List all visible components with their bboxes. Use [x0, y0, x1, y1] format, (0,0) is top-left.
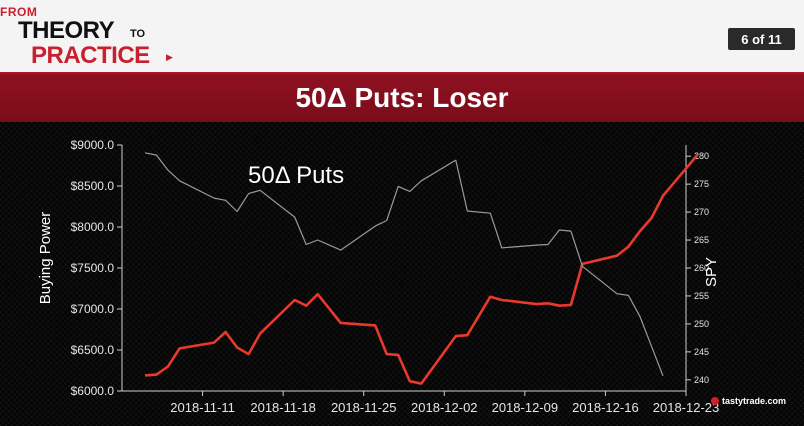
logo: FROM THEORY TO PRACTICE ▶ [0, 2, 200, 70]
brand-badge: tastytrade.com [711, 396, 786, 406]
y-axis-label: Buying Power [37, 212, 54, 305]
y2-tick-label: 245 [694, 347, 709, 357]
logo-practice: PRACTICE [31, 42, 150, 69]
slide-title: 50Δ Puts: Loser [295, 82, 509, 113]
y-tick-label: $6500.0 [71, 343, 115, 357]
y-tick-label: $9000.0 [71, 138, 115, 152]
y-tick-label: $7000.0 [71, 302, 115, 316]
chart-annotation: 50Δ Puts [248, 162, 344, 189]
brand-text: tastytrade.com [722, 396, 787, 406]
y-tick-label: $6000.0 [71, 384, 115, 398]
buying-power-line [144, 153, 699, 385]
x-tick-label: 2018-12-02 [411, 400, 478, 415]
chart-background [0, 122, 804, 426]
y2-tick-label: 240 [694, 375, 709, 385]
y2-tick-label: 270 [694, 207, 709, 217]
x-tick-label: 2018-12-16 [572, 400, 639, 415]
x-tick-label: 2018-12-09 [492, 400, 559, 415]
y-tick-label: $8000.0 [71, 220, 115, 234]
x-tick-label: 2018-11-18 [250, 400, 316, 415]
y2-tick-label: 260 [694, 263, 709, 273]
brand-dot-icon [711, 397, 719, 405]
logo-to: TO [130, 28, 146, 40]
spy-line [144, 152, 664, 377]
y2-tick-label: 280 [694, 151, 709, 161]
series-group [144, 152, 699, 385]
page-indicator: 6 of 11 [728, 28, 795, 50]
y2-tick-label: 250 [694, 319, 709, 329]
logo-theory: THEORY [18, 17, 115, 44]
y2-tick-label: 275 [694, 179, 709, 189]
y-tick-label: $7500.0 [71, 261, 115, 275]
y2-tick-label: 265 [694, 235, 709, 245]
y2-tick-label: 255 [694, 291, 709, 301]
axes-group: $6000.0 $6500.0 $7000.0 $7500.0 $8000.0 $8500… [71, 138, 720, 415]
play-triangle-icon: ▶ [166, 52, 173, 62]
title-bar: 50Δ Puts: Loser [0, 72, 804, 122]
x-tick-label: 2018-12-23 [653, 400, 720, 415]
y-tick-label: $8500.0 [71, 179, 115, 193]
x-tick-label: 2018-11-25 [331, 400, 397, 415]
x-tick-label: 2018-11-11 [170, 400, 235, 415]
top-bar: FROM THEORY TO PRACTICE ▶ 6 of 11 [0, 0, 804, 72]
y2-axis-label: SPY [703, 257, 720, 287]
logo-from: FROM [0, 5, 38, 19]
